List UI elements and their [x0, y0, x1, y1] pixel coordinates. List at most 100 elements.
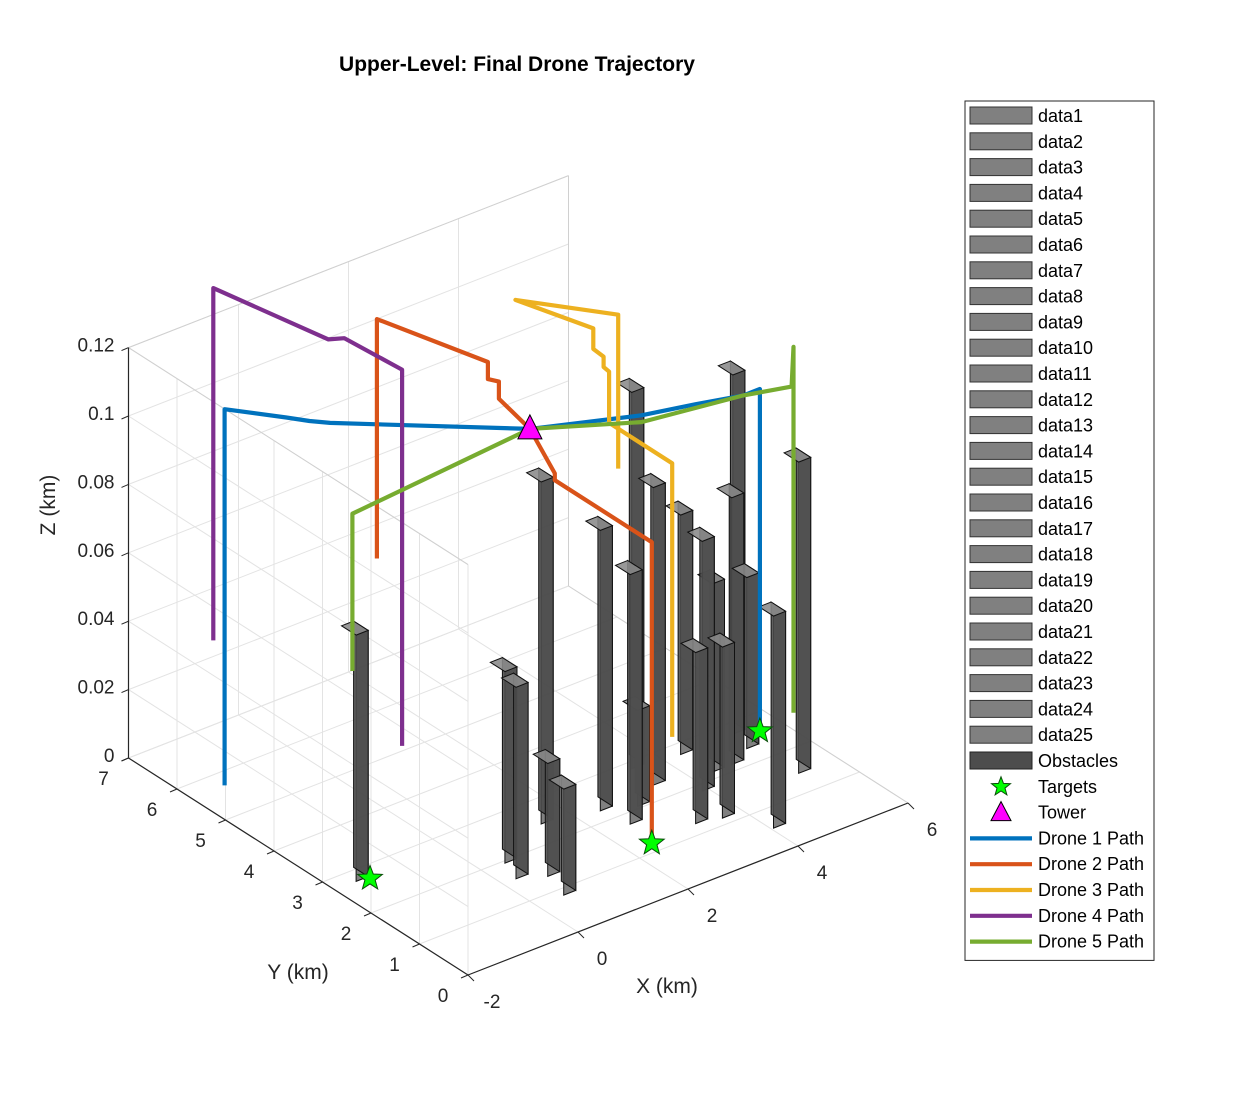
obstacle [783, 447, 812, 775]
z-tick-label: 0.08 [78, 472, 115, 493]
legend-entry: data13 [1038, 416, 1093, 436]
y-tick [266, 850, 275, 855]
legend-entry: data20 [1038, 596, 1093, 616]
x-tick-label: -2 [484, 992, 501, 1013]
obstacle [757, 601, 787, 829]
legend-entry: data16 [1038, 493, 1093, 513]
legend-entry: data14 [1038, 441, 1093, 461]
legend-entry: Obstacles [1038, 751, 1118, 771]
legend-swatch [969, 106, 1033, 125]
z-tick-label: 0 [104, 746, 115, 767]
legend-entry: Drone 3 Path [1038, 880, 1144, 900]
legend-swatch [969, 467, 1033, 486]
legend-entry: data4 [1038, 183, 1083, 203]
z-tick [121, 620, 129, 625]
legend-entry: data12 [1038, 390, 1093, 410]
legend-entry: data17 [1038, 519, 1093, 539]
legend-entry: data5 [1038, 209, 1083, 229]
y-tick [460, 974, 469, 979]
legend-entry: Drone 2 Path [1038, 854, 1144, 874]
obstacle [500, 672, 530, 880]
legend-swatch [969, 699, 1033, 718]
legend-entry: data8 [1038, 287, 1083, 307]
legend-swatch [969, 751, 1033, 770]
legend-swatch [969, 674, 1033, 693]
target-marker [638, 828, 666, 855]
y-axis-label: Y (km) [267, 961, 328, 984]
legend-swatch [969, 287, 1033, 306]
legend: data1 data2 data3 data4 data5 data6 data7 data8… [964, 100, 1155, 961]
legend-swatch [969, 725, 1033, 744]
legend-swatch [969, 441, 1033, 460]
legend-entry: Drone 4 Path [1038, 906, 1144, 926]
legend-swatch [969, 416, 1033, 435]
y-tick-label: 7 [98, 769, 109, 790]
z-tick-label: 0.1 [88, 404, 114, 425]
z-tick [121, 483, 129, 488]
obstacle [548, 774, 577, 896]
tower-marker [517, 413, 543, 440]
legend-entry: data7 [1038, 261, 1083, 281]
obstacle [637, 472, 667, 786]
z-tick-label: 0.12 [78, 336, 115, 357]
x-tick-label: 6 [927, 820, 938, 841]
y-tick [315, 881, 323, 886]
legend-swatch [969, 132, 1033, 151]
drone-path [513, 297, 675, 737]
z-tick [121, 689, 129, 694]
legend-swatch [969, 570, 1033, 589]
legend-entry: data1 [1038, 106, 1083, 126]
z-tick-label: 0.06 [78, 541, 115, 562]
legend-swatch [969, 364, 1033, 383]
legend-swatch [969, 338, 1033, 357]
legend-entry: Targets [1038, 777, 1097, 797]
legend-swatch [969, 519, 1033, 538]
legend-swatch [969, 545, 1033, 564]
z-axis-label: Z (km) [37, 475, 60, 536]
legend-tower-icon [990, 800, 1012, 822]
obstacle [614, 559, 644, 825]
z-tick-label: 0.04 [78, 609, 115, 630]
legend-target-icon [990, 775, 1012, 797]
y-tick-label: 3 [292, 893, 303, 914]
drone-path [211, 286, 405, 746]
x-tick [797, 845, 805, 853]
legend-swatch [969, 390, 1033, 409]
legend-entry: Drone 1 Path [1038, 828, 1144, 848]
z-tick [121, 415, 129, 420]
target-marker [356, 863, 384, 891]
legend-entry: data9 [1038, 312, 1083, 332]
legend-swatch [969, 648, 1033, 667]
legend-swatch [969, 235, 1033, 254]
legend-entry: data10 [1038, 338, 1093, 358]
obstacle [532, 748, 561, 878]
drone-path [350, 344, 796, 713]
x-tick-label: 4 [817, 863, 828, 884]
legend-entry: data11 [1038, 364, 1092, 384]
legend-swatch [969, 261, 1033, 280]
obstacle [664, 500, 694, 756]
legend-entry: data2 [1038, 132, 1083, 152]
x-tick-label: 0 [597, 949, 608, 970]
legend-entry: data6 [1038, 235, 1083, 255]
x-tick [907, 802, 915, 810]
legend-entry: Tower [1038, 803, 1086, 823]
legend-entry: data19 [1038, 570, 1093, 590]
z-tick [121, 552, 129, 557]
y-tick-label: 5 [195, 831, 206, 852]
legend-entry: data18 [1038, 545, 1093, 565]
box-edge [128, 175, 569, 349]
legend-entry: data15 [1038, 467, 1093, 487]
y-tick-label: 6 [147, 800, 158, 821]
legend-entry: data25 [1038, 725, 1093, 745]
legend-entry: Drone 5 Path [1038, 932, 1144, 952]
x-tick-label: 2 [707, 906, 718, 927]
z-tick [121, 757, 129, 762]
legend-swatch [969, 622, 1033, 641]
legend-swatch [969, 596, 1033, 615]
x-tick [467, 974, 475, 982]
obstacle [489, 656, 519, 864]
y-tick-label: 2 [341, 924, 352, 945]
box-edge [128, 347, 469, 566]
